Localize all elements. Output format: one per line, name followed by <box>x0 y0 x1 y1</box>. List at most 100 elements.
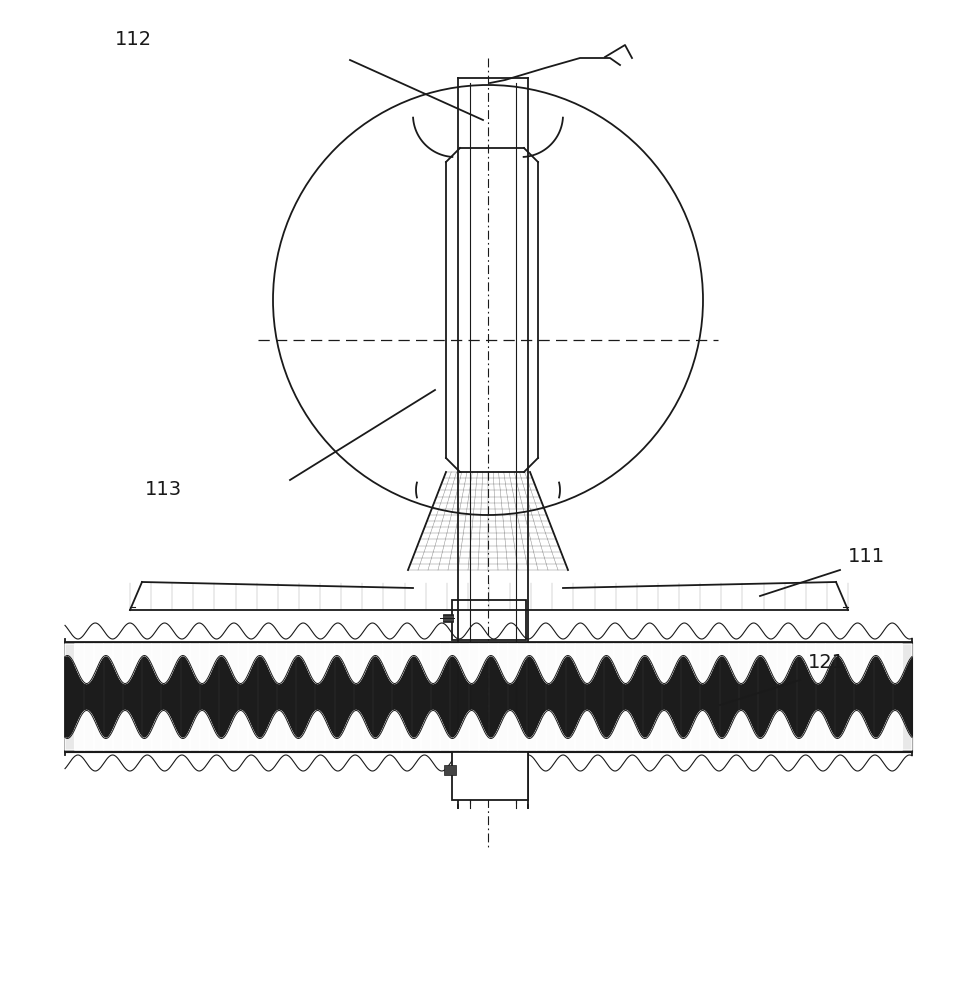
Polygon shape <box>440 644 460 675</box>
Polygon shape <box>402 644 421 675</box>
Text: 111: 111 <box>848 547 885 566</box>
Polygon shape <box>277 711 296 750</box>
Polygon shape <box>547 711 565 750</box>
Polygon shape <box>585 644 604 683</box>
Polygon shape <box>479 644 498 675</box>
Polygon shape <box>787 719 806 750</box>
Bar <box>65 642 912 752</box>
Polygon shape <box>305 711 325 750</box>
Polygon shape <box>710 719 729 750</box>
Polygon shape <box>142 644 161 682</box>
Polygon shape <box>353 711 373 750</box>
Polygon shape <box>325 644 345 675</box>
Polygon shape <box>498 711 517 750</box>
Polygon shape <box>421 711 440 750</box>
Polygon shape <box>604 712 624 750</box>
Polygon shape <box>537 644 556 683</box>
Polygon shape <box>151 711 171 750</box>
Polygon shape <box>681 712 700 750</box>
Polygon shape <box>84 711 103 750</box>
Polygon shape <box>103 712 123 750</box>
Polygon shape <box>816 711 835 750</box>
Polygon shape <box>210 644 228 675</box>
Polygon shape <box>286 719 305 750</box>
Polygon shape <box>854 644 874 683</box>
Polygon shape <box>325 719 345 750</box>
Text: 112: 112 <box>115 30 152 49</box>
Polygon shape <box>632 719 652 750</box>
Polygon shape <box>383 644 402 683</box>
Polygon shape <box>826 719 844 750</box>
Bar <box>443 614 453 622</box>
Polygon shape <box>768 711 787 750</box>
Polygon shape <box>758 644 777 682</box>
Polygon shape <box>508 711 527 750</box>
Polygon shape <box>200 644 219 683</box>
Text: 113: 113 <box>145 480 183 499</box>
Polygon shape <box>190 644 210 683</box>
Polygon shape <box>585 711 604 750</box>
Polygon shape <box>768 644 787 683</box>
Polygon shape <box>642 644 662 682</box>
Polygon shape <box>161 644 181 683</box>
Polygon shape <box>508 644 527 683</box>
Text: 121: 121 <box>808 653 845 672</box>
Polygon shape <box>816 644 835 683</box>
Polygon shape <box>412 712 430 750</box>
Polygon shape <box>267 644 286 683</box>
Polygon shape <box>479 719 498 750</box>
Polygon shape <box>874 644 893 682</box>
Polygon shape <box>826 644 844 675</box>
Polygon shape <box>575 711 594 750</box>
Polygon shape <box>219 712 238 750</box>
Polygon shape <box>440 719 460 750</box>
Polygon shape <box>315 644 335 683</box>
Polygon shape <box>190 711 210 750</box>
Polygon shape <box>103 644 123 682</box>
Polygon shape <box>681 644 700 682</box>
Polygon shape <box>632 644 652 675</box>
Polygon shape <box>248 644 267 675</box>
Polygon shape <box>604 644 624 682</box>
Polygon shape <box>806 644 826 683</box>
Polygon shape <box>796 712 816 750</box>
Polygon shape <box>642 712 662 750</box>
Polygon shape <box>739 644 758 683</box>
Polygon shape <box>200 711 219 750</box>
Polygon shape <box>864 644 883 675</box>
Polygon shape <box>691 644 710 683</box>
Polygon shape <box>219 644 238 682</box>
Polygon shape <box>181 712 200 750</box>
Polygon shape <box>171 644 190 675</box>
Polygon shape <box>527 644 547 682</box>
Bar <box>452 752 528 800</box>
Polygon shape <box>277 644 296 683</box>
Polygon shape <box>305 644 325 683</box>
Polygon shape <box>460 711 479 750</box>
Polygon shape <box>864 719 883 750</box>
Polygon shape <box>450 712 469 750</box>
Polygon shape <box>65 644 84 682</box>
Polygon shape <box>489 712 508 750</box>
Polygon shape <box>74 644 94 683</box>
Polygon shape <box>796 644 816 682</box>
Polygon shape <box>749 719 768 750</box>
Polygon shape <box>383 711 402 750</box>
Polygon shape <box>373 644 392 682</box>
Polygon shape <box>806 711 826 750</box>
Polygon shape <box>469 644 489 683</box>
Polygon shape <box>151 644 171 683</box>
Polygon shape <box>719 712 739 750</box>
Polygon shape <box>729 644 749 683</box>
Polygon shape <box>777 711 796 750</box>
Polygon shape <box>729 711 749 750</box>
Polygon shape <box>363 719 383 750</box>
Polygon shape <box>353 644 373 683</box>
Polygon shape <box>700 644 719 683</box>
Polygon shape <box>363 644 383 675</box>
Polygon shape <box>565 644 585 682</box>
Polygon shape <box>296 644 315 682</box>
Polygon shape <box>777 644 796 683</box>
Polygon shape <box>624 644 642 683</box>
Polygon shape <box>739 711 758 750</box>
